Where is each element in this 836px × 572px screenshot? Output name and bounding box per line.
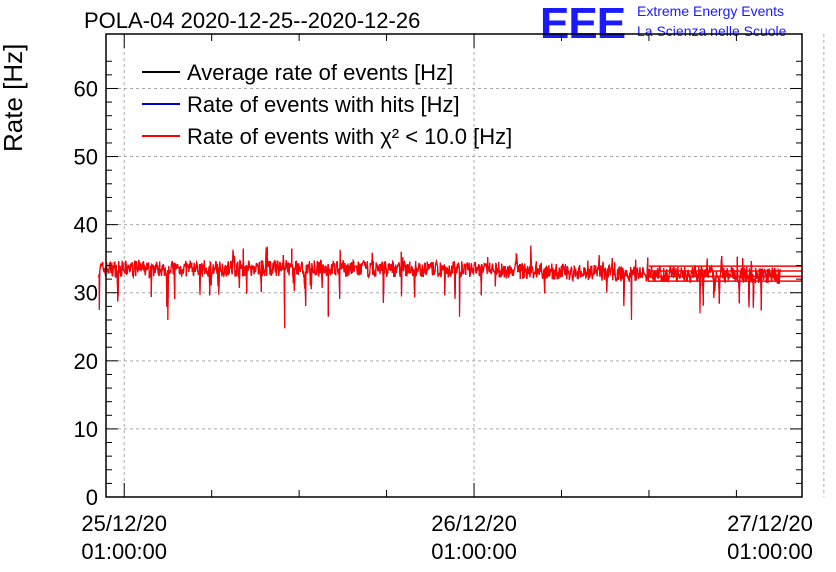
x-tick-label-date: 25/12/20 <box>81 511 167 536</box>
grid-lines <box>106 34 825 497</box>
legend-label: Rate of events with χ² < 10.0 [Hz] <box>187 124 512 149</box>
eee-logo: EEE <box>540 0 626 48</box>
y-tick-label: 50 <box>74 145 98 170</box>
y-tick-label: 0 <box>86 485 98 510</box>
y-tick-label: 60 <box>74 76 98 101</box>
y-tick-label: 40 <box>74 213 98 238</box>
series-chi2-line <box>98 245 781 329</box>
y-tick-label: 30 <box>74 281 98 306</box>
legend-label: Rate of events with hits [Hz] <box>187 92 460 117</box>
legend-label: Average rate of events [Hz] <box>187 60 453 85</box>
x-tick-label-date: 26/12/20 <box>431 511 517 536</box>
y-tick-label: 20 <box>74 349 98 374</box>
series-average-line <box>98 245 781 329</box>
axes: 0 10 20 30 40 50 60 25/12/20 01:00:00 26/12/20 01:… <box>74 33 813 564</box>
x-tick-label-time: 01:00:00 <box>431 539 517 564</box>
x-tick-label-time: 01:00:00 <box>727 539 813 564</box>
series-hits-line <box>98 245 781 329</box>
chart-title: POLA-04 2020-12-25--2020-12-26 <box>84 8 421 33</box>
x-tick-label-date: 27/12/20 <box>727 511 813 536</box>
logo-line-1: Extreme Energy Events <box>637 3 785 19</box>
legend: Average rate of events [Hz] Rate of event… <box>142 60 512 149</box>
x-tick-label-time: 01:00:00 <box>81 539 167 564</box>
data-series <box>98 245 802 329</box>
y-tick-label: 10 <box>74 417 98 442</box>
